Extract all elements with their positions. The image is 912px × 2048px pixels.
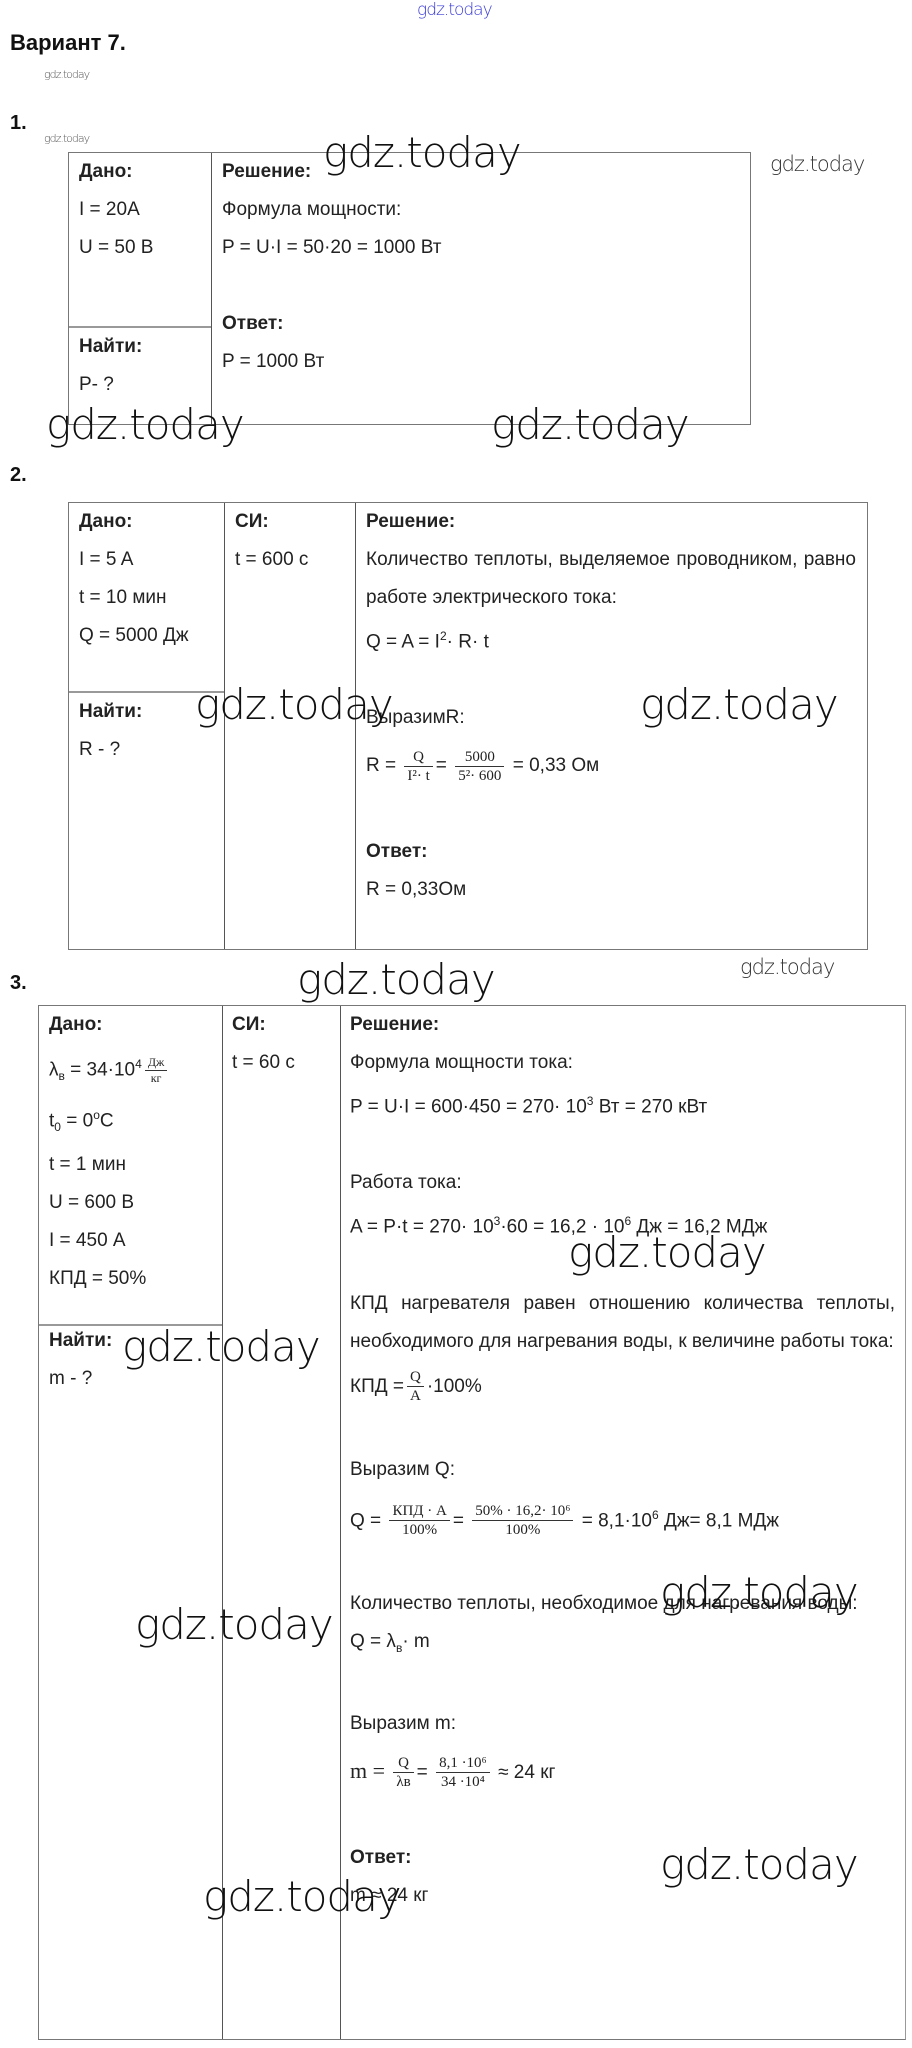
task2-number: 2. <box>10 464 27 486</box>
si-cell: СИ: t = 60 с <box>232 1006 295 1082</box>
formula-r: R = Q I²· t = 5000 5²· 600 = 0,33 Ом <box>366 748 600 784</box>
given-label: Дано: <box>79 511 133 532</box>
si-label: СИ: <box>232 1014 266 1035</box>
watermark: gdz.today <box>660 1840 859 1889</box>
solution-label: Решение: <box>366 511 456 532</box>
express-m: Выразим m: <box>350 1712 457 1734</box>
si-item: t = 60 с <box>232 1052 295 1073</box>
express-q: Выразим Q: <box>350 1458 455 1480</box>
solution-cell: Решение: Формула мощности тока: P = U·I … <box>350 1006 895 1915</box>
solution-line: Формула мощности: <box>222 199 402 220</box>
given-t0: t0 = 0oC <box>49 1108 114 1135</box>
work-formula: A = P·t = 270· 103·60 = 16,2 · 106 Дж = … <box>350 1214 768 1238</box>
watermark: gdz.today <box>297 955 496 1004</box>
express-r: ВыразимR: <box>366 707 465 729</box>
answer: m ≈ 24 кг <box>350 1884 429 1906</box>
task3-number: 3. <box>10 972 27 994</box>
given-lambda: λв = 34·104 Дж кг <box>49 1044 170 1096</box>
find-cell: Найти: P- ? <box>79 328 142 404</box>
given-item: I = 20A <box>79 199 140 220</box>
find-label: Найти: <box>79 336 143 357</box>
watermark: gdz.today <box>203 1872 402 1921</box>
power-title: Формула мощности тока: <box>350 1052 573 1073</box>
given-item: t = 1 мин <box>49 1154 126 1176</box>
find-label: Найти: <box>49 1330 113 1351</box>
solution-label: Решение: <box>222 161 312 182</box>
given-item: U = 600 В <box>49 1192 135 1214</box>
si-cell: СИ: t = 600 с <box>235 503 308 579</box>
given-label: Дано: <box>79 161 133 182</box>
find-item: R - ? <box>79 739 121 760</box>
find-label: Найти: <box>79 701 143 722</box>
formula-q-a: Q = A = I2· R· t <box>366 629 489 653</box>
given-item: U = 50 В <box>79 237 154 258</box>
q-formula: Q = КПД · A 100% = 50% · 16,2· 10⁶ 100% = 8… <box>350 1503 779 1539</box>
watermark-small: gdz.today <box>44 132 90 145</box>
answer-label: Ответ: <box>350 1846 412 1868</box>
watermark: gdz.today <box>122 1322 321 1371</box>
watermark-top: gdz.today <box>417 0 493 20</box>
given-item: Q = 5000 Дж <box>79 625 189 646</box>
solution-cell: Решение: Количество теплоты, выделяемое … <box>366 503 856 909</box>
find-cell: Найти: m - ? <box>49 1322 112 1398</box>
watermark: gdz.today <box>660 1568 859 1617</box>
power-formula: P = U·I = 600·450 = 270· 103 Вт = 270 кВ… <box>350 1094 708 1118</box>
si-label: СИ: <box>235 511 269 532</box>
watermark: gdz.today <box>46 400 245 449</box>
task1-table: Дано: I = 20A U = 50 В Найти: P- ? Решен… <box>68 152 751 425</box>
page-title: Вариант 7. <box>10 30 126 55</box>
heat-formula: Q = λв· m <box>350 1630 430 1655</box>
given-item: t = 10 мин <box>79 587 167 608</box>
given-item: I = 450 А <box>49 1230 126 1252</box>
task2-table: Дано: I = 5 A t = 10 мин Q = 5000 Дж Най… <box>68 502 868 950</box>
watermark: gdz.today <box>640 680 839 729</box>
watermark: gdz.today <box>195 680 394 729</box>
solution-line: P = U·I = 50·20 = 1000 Вт <box>222 237 442 258</box>
solution-text: Количество теплоты, выделяемое проводник… <box>366 549 856 608</box>
solution-cell: Решение: Формула мощности: P = U·I = 50·… <box>222 153 442 381</box>
watermark-small: gdz.today <box>44 68 90 81</box>
solution-label: Решение: <box>350 1014 440 1035</box>
watermark: gdz.today <box>568 1228 767 1277</box>
find-cell: Найти: R - ? <box>79 693 142 769</box>
watermark: gdz.today <box>491 400 690 449</box>
heat-text: Количество теплоты, необходимое для нагр… <box>350 1592 858 1614</box>
given-cell: Дано: λв = 34·104 Дж кг t0 = 0oC t = 1 мин… <box>49 1006 170 1298</box>
task1-number: 1. <box>10 112 27 134</box>
si-item: t = 600 с <box>235 549 309 570</box>
given-label: Дано: <box>49 1014 103 1035</box>
given-cell: Дано: I = 20A U = 50 В <box>79 153 153 267</box>
answer: R = 0,33Ом <box>366 879 467 901</box>
task3-table: Дано: λв = 34·104 Дж кг t0 = 0oC t = 1 мин… <box>38 1005 906 2040</box>
watermark: gdz.today <box>740 955 835 979</box>
answer-label: Ответ: <box>222 313 284 334</box>
given-cell: Дано: I = 5 A t = 10 мин Q = 5000 Дж <box>79 503 189 655</box>
find-item: P- ? <box>79 374 114 395</box>
watermark: gdz.today <box>135 1600 334 1649</box>
answer: P = 1000 Вт <box>222 351 325 372</box>
given-item: I = 5 A <box>79 549 134 570</box>
watermark: gdz.today <box>770 152 865 176</box>
find-item: m - ? <box>49 1368 93 1389</box>
answer-label: Ответ: <box>366 841 428 863</box>
efficiency-text: КПД нагревателя равен отношению количест… <box>350 1292 895 1352</box>
work-title: Работа тока: <box>350 1172 462 1194</box>
watermark: gdz.today <box>323 128 522 177</box>
given-item: КПД = 50% <box>49 1268 147 1290</box>
efficiency-formula: КПД = Q A ·100% <box>350 1369 482 1405</box>
